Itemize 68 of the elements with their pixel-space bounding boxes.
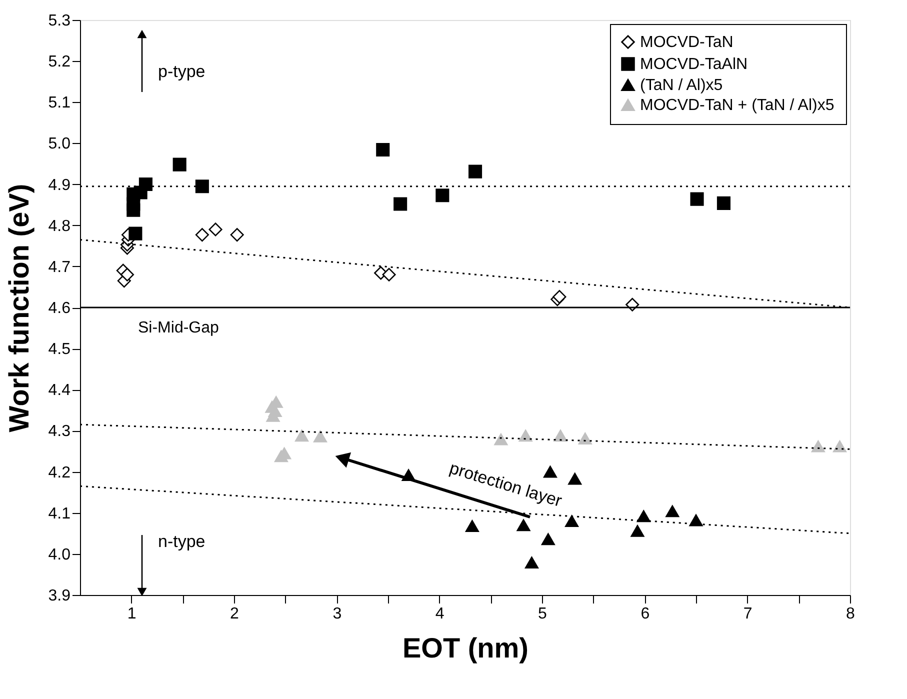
point — [518, 430, 532, 442]
annotation: p-type — [158, 62, 206, 81]
point — [568, 472, 582, 485]
point — [690, 192, 704, 206]
y-tick-label: 4.5 — [48, 341, 71, 358]
point — [468, 164, 482, 178]
point — [138, 178, 152, 192]
y-tick-label: 5.0 — [48, 136, 71, 153]
point — [543, 466, 557, 478]
point — [666, 505, 680, 518]
y-tick-label: 4.0 — [48, 546, 71, 564]
x-tick-label: 3 — [332, 606, 342, 622]
y-tick-label: 4.2 — [48, 464, 71, 482]
y-tick-label: 5.1 — [48, 94, 71, 112]
point — [120, 268, 134, 282]
legend-label: MOCVD-TaN + (TaN / Al)x5 — [640, 97, 834, 114]
y-tick-label: 4.9 — [48, 176, 71, 194]
point — [376, 143, 390, 157]
point — [436, 188, 450, 202]
x-tick-label: 6 — [640, 606, 650, 622]
point — [195, 180, 209, 194]
x-axis-title: EOT (nm) — [402, 632, 528, 664]
point — [689, 514, 703, 526]
point — [230, 228, 244, 242]
point — [552, 290, 566, 304]
y-tick-label: 4.8 — [48, 218, 71, 235]
point — [565, 515, 579, 528]
x-tick-label: 8 — [846, 606, 856, 622]
point — [128, 226, 142, 240]
point — [516, 519, 530, 532]
point — [465, 520, 479, 532]
point — [394, 197, 408, 211]
point — [554, 430, 568, 442]
legend-label: MOCVD-TaN — [640, 34, 734, 51]
ref-line-label: Si-Mid-Gap — [138, 320, 220, 336]
point — [494, 433, 508, 446]
legend-label: (TaN / Al)x5 — [640, 77, 723, 94]
point — [382, 268, 396, 282]
y-axis-title: Work function (eV) — [3, 184, 34, 432]
x-tick-label: 1 — [127, 606, 136, 622]
point — [630, 524, 644, 537]
y-tick-label: 5.3 — [48, 12, 71, 30]
point — [578, 432, 592, 444]
point — [524, 556, 539, 569]
y-tick-label: 4.7 — [48, 258, 71, 276]
y-tick-label: 4.6 — [48, 300, 71, 317]
y-tick-label: 5.2 — [48, 54, 71, 71]
y-tick-label: 3.9 — [48, 588, 71, 604]
point — [126, 203, 140, 217]
point — [274, 450, 288, 462]
x-tick-label: 5 — [538, 606, 548, 622]
point — [172, 158, 186, 172]
point — [195, 228, 209, 242]
y-tick-label: 4.4 — [48, 382, 71, 400]
annotation: n-type — [158, 532, 206, 551]
legend-label: MOCVD-TaAlN — [640, 56, 748, 73]
x-tick-label: 2 — [230, 606, 240, 622]
point — [811, 440, 825, 452]
point — [541, 533, 555, 546]
point — [636, 510, 650, 522]
point — [208, 222, 222, 236]
x-tick-label: 7 — [743, 606, 752, 622]
point — [313, 430, 328, 442]
point — [294, 430, 309, 442]
point — [716, 196, 730, 210]
y-tick-label: 4.3 — [48, 423, 71, 440]
x-tick-label: 4 — [435, 606, 444, 622]
y-tick-label: 4.1 — [48, 505, 71, 522]
